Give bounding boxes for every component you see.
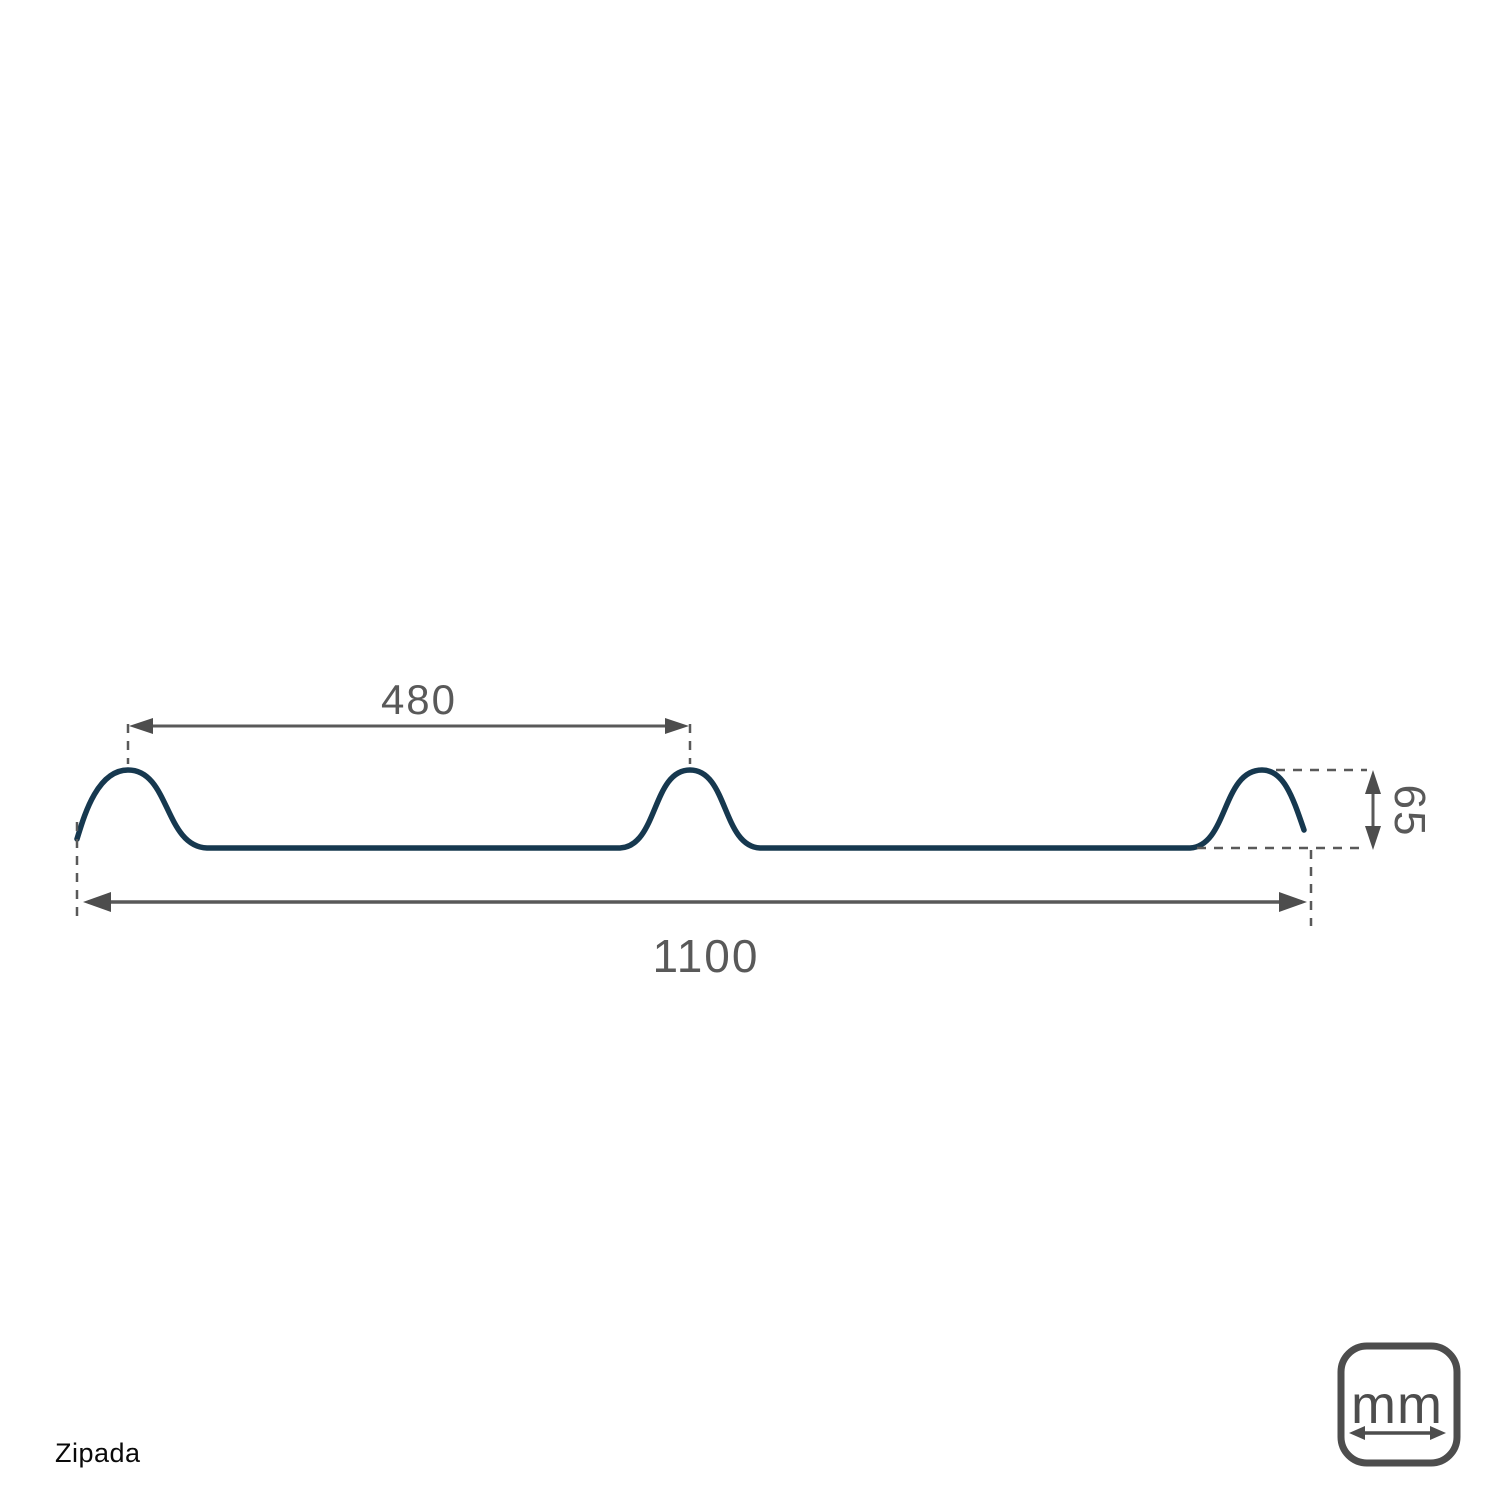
- arrowhead-left-icon: [129, 718, 153, 734]
- arrowhead-up-icon: [1365, 770, 1381, 794]
- extension-lines: [75, 724, 1367, 926]
- arrowhead-right-icon: [1279, 892, 1307, 912]
- unit-badge-frame: [1337, 1342, 1461, 1467]
- horizontal-double-arrow-icon: [1349, 1426, 1446, 1440]
- rib-height-value: 65: [1385, 785, 1434, 838]
- dimension-cover-width: 1100: [83, 892, 1307, 982]
- unit-badge: mm: [1337, 1342, 1461, 1467]
- unit-badge-label: mm: [1351, 1375, 1443, 1435]
- sheet-profile-path: [74, 767, 1307, 851]
- product-name-label: Zipada: [55, 1438, 141, 1468]
- cover-width-value: 1100: [653, 930, 760, 982]
- dimension-rib-spacing: 480: [129, 676, 689, 734]
- rib-spacing-value: 480: [381, 676, 457, 723]
- dimension-rib-height: 65: [1365, 770, 1434, 850]
- arrowhead-left-icon: [83, 892, 111, 912]
- arrowhead-right-icon: [665, 718, 689, 734]
- arrowhead-down-icon: [1365, 826, 1381, 850]
